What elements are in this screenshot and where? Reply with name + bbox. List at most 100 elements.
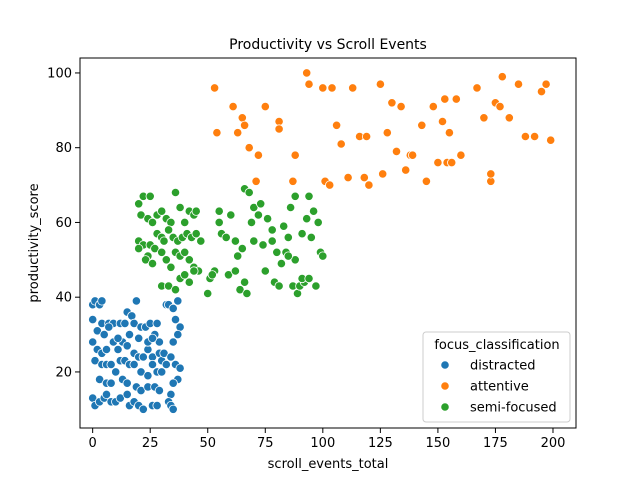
data-point [359, 173, 369, 183]
data-point [336, 139, 346, 149]
data-point [262, 214, 273, 224]
data-point [168, 303, 178, 313]
data-point [184, 255, 194, 265]
points-layer [88, 68, 556, 414]
data-point [168, 337, 178, 347]
data-point [152, 318, 162, 328]
data-point [233, 251, 243, 261]
data-point [495, 102, 505, 112]
legend: focus_classification distracted attentive… [422, 331, 571, 423]
data-point [214, 206, 224, 216]
data-point [479, 113, 489, 123]
data-point [375, 79, 385, 89]
y-tick-label: 100 [47, 66, 72, 81]
data-point [129, 359, 139, 370]
data-point [159, 236, 169, 246]
data-point [157, 206, 167, 216]
x-tick-label: 175 [483, 436, 508, 451]
data-point [272, 247, 282, 257]
data-point [164, 225, 174, 235]
data-point [122, 389, 132, 399]
data-point [147, 333, 158, 343]
data-point [513, 79, 524, 89]
data-point [196, 236, 206, 246]
data-point [240, 277, 250, 287]
data-point [361, 131, 372, 142]
data-point [304, 79, 314, 89]
data-point [203, 288, 213, 299]
data-point [180, 247, 190, 257]
data-point [308, 206, 319, 216]
x-axis: 0 25 50 75 100 125 150 175 200 [89, 428, 566, 451]
data-point [260, 266, 270, 276]
data-point [113, 333, 123, 343]
legend-marker [440, 381, 450, 391]
data-point [161, 359, 171, 370]
data-point [240, 120, 250, 130]
data-point [472, 83, 482, 93]
data-point [134, 333, 144, 343]
data-point [444, 128, 454, 138]
data-point [90, 356, 100, 366]
data-point [233, 128, 243, 138]
data-point [228, 102, 238, 112]
data-point [249, 236, 259, 246]
data-point [401, 165, 411, 175]
data-point [175, 363, 185, 373]
data-point [440, 94, 450, 104]
data-point [288, 176, 298, 186]
data-point [306, 232, 316, 242]
data-point [106, 359, 116, 370]
data-point [134, 244, 144, 254]
data-point [189, 266, 199, 276]
data-point [214, 217, 224, 227]
series-distracted [88, 296, 185, 414]
data-point [417, 120, 427, 130]
data-point [318, 83, 328, 93]
data-point [157, 247, 167, 257]
data-point [157, 367, 167, 377]
data-point [237, 113, 247, 123]
data-point [297, 229, 307, 239]
data-point [226, 210, 236, 220]
data-point [104, 322, 114, 332]
legend-title: focus_classification [434, 338, 559, 353]
data-point [433, 158, 443, 168]
data-point [131, 296, 141, 306]
data-point [283, 251, 293, 261]
data-point [267, 225, 277, 235]
x-axis-label: scroll_events_total [268, 457, 389, 472]
data-point [274, 124, 284, 134]
data-point [451, 94, 461, 104]
data-point [122, 341, 132, 351]
data-point [256, 199, 266, 209]
data-point [318, 251, 328, 261]
data-point [141, 255, 151, 265]
data-point [207, 270, 217, 280]
data-point [166, 217, 176, 227]
data-point [230, 266, 240, 276]
data-point [529, 131, 540, 142]
data-point [145, 191, 155, 201]
data-point [304, 273, 314, 284]
data-point [161, 255, 171, 265]
data-point [276, 258, 286, 269]
x-tick-label: 150 [425, 436, 450, 451]
legend-label: distracted [470, 359, 536, 374]
x-tick-label: 75 [257, 436, 274, 451]
y-axis-label: productivity_score [27, 183, 42, 302]
data-point [166, 262, 176, 272]
x-tick-label: 200 [541, 436, 566, 451]
data-point [127, 311, 137, 321]
data-point [173, 329, 183, 340]
data-point [147, 217, 158, 227]
data-point [327, 83, 337, 93]
legend-box [422, 331, 571, 423]
data-point [302, 214, 312, 224]
data-point [122, 378, 132, 388]
data-point [396, 102, 406, 112]
data-point [447, 158, 457, 168]
y-tick-label: 20 [55, 365, 72, 380]
data-point [237, 244, 247, 254]
data-point [124, 329, 135, 340]
